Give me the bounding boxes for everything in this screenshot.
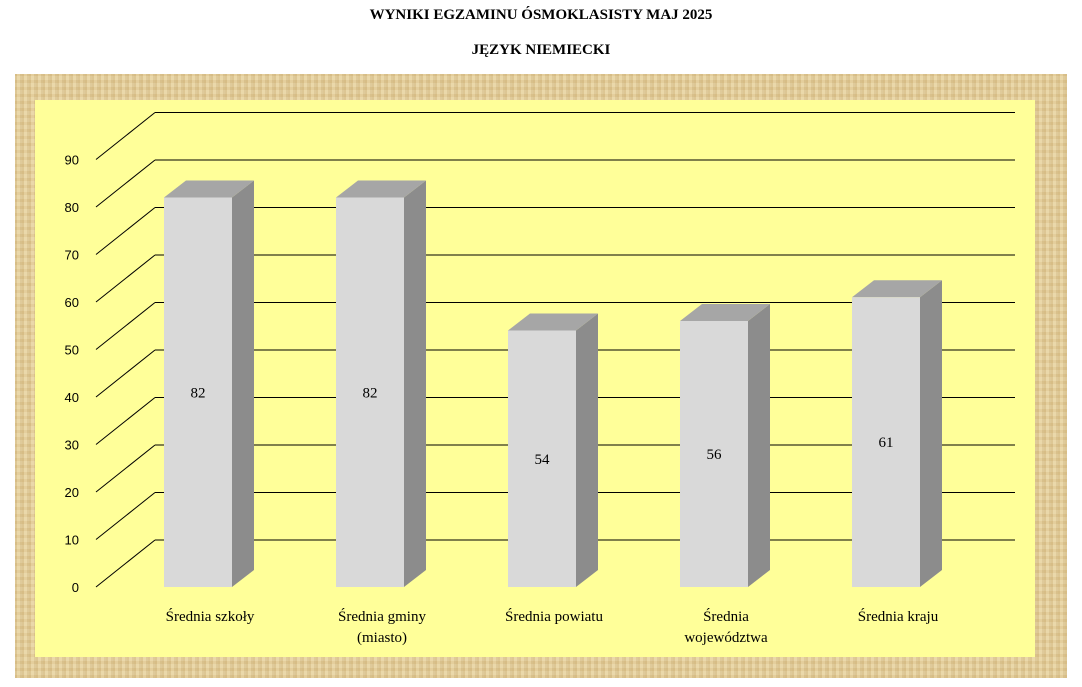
chart-title: WYNIKI EGZAMINU ÓSMOKLASISTY MAJ 2025 <box>369 7 713 23</box>
gridline-diagonal <box>95 302 156 350</box>
gridline-diagonal <box>95 254 156 303</box>
x-category-label: Średnia gminy <box>338 608 426 625</box>
bar <box>852 297 920 587</box>
gridline-diagonal <box>95 159 156 208</box>
data-label: 82 <box>363 385 378 401</box>
y-tick-label: 30 <box>65 438 79 453</box>
y-tick-label: 50 <box>65 343 79 358</box>
y-tick-label: 40 <box>65 390 79 405</box>
gridline-diagonal <box>95 207 156 255</box>
data-label: 56 <box>707 447 723 463</box>
bar <box>164 197 232 587</box>
data-label: 61 <box>879 435 894 451</box>
bar <box>336 197 404 587</box>
bar-side <box>748 304 770 587</box>
y-tick-label: 60 <box>65 295 79 310</box>
chart-subtitle: JĘZYK NIEMIECKI <box>471 42 611 58</box>
bar-top <box>508 313 598 331</box>
x-category-label: Średnia <box>703 608 749 625</box>
bar-side <box>404 180 426 587</box>
gridline-diagonal <box>95 492 156 540</box>
gridline-diagonal <box>95 444 156 493</box>
y-tick-label: 10 <box>65 533 79 548</box>
gridline-diagonal <box>95 539 156 588</box>
y-tick-label: 90 <box>65 153 79 168</box>
bar-side <box>232 180 254 587</box>
bar-side <box>920 280 942 587</box>
data-label: 54 <box>535 452 551 468</box>
x-category-label: województwa <box>684 630 768 646</box>
bar <box>508 330 576 587</box>
gridline-diagonal <box>95 397 156 445</box>
y-tick-label: 0 <box>72 580 79 595</box>
bar-top <box>164 180 254 198</box>
gridline-diagonal <box>95 112 156 160</box>
data-label: 82 <box>191 385 206 401</box>
bar-top <box>336 180 426 198</box>
gridline-diagonal <box>95 349 156 398</box>
x-category-label: Średnia powiatu <box>505 608 603 625</box>
bar <box>680 321 748 587</box>
x-category-label: (miasto) <box>357 630 407 646</box>
y-tick-label: 20 <box>65 485 79 500</box>
y-tick-label: 70 <box>65 248 79 263</box>
x-category-label: Średnia kraju <box>858 608 939 625</box>
x-category-label: Średnia szkoły <box>166 608 255 625</box>
bar-side <box>576 313 598 587</box>
y-tick-label: 80 <box>65 200 79 215</box>
bar-top <box>680 304 770 321</box>
bar-top <box>852 280 942 298</box>
